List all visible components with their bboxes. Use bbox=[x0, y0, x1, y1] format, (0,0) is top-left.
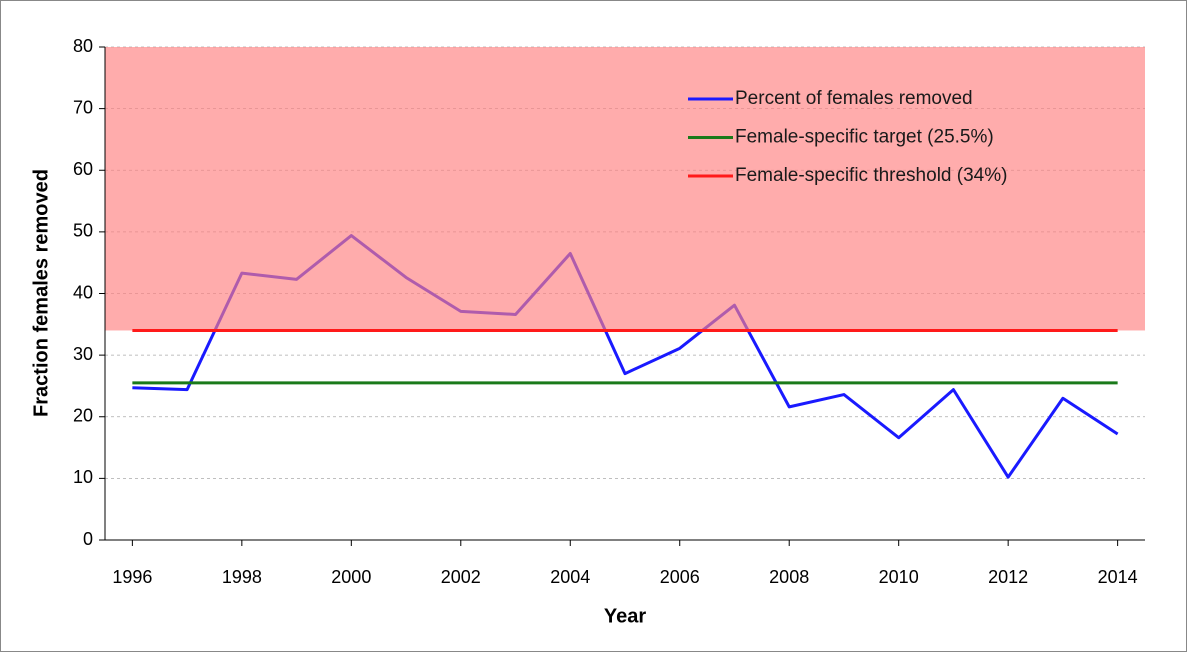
legend-label: Female-specific threshold (34%) bbox=[735, 165, 1007, 186]
y-tick-label: 10 bbox=[73, 467, 93, 487]
x-tick-label: 1996 bbox=[112, 567, 152, 587]
y-tick-label: 0 bbox=[83, 529, 93, 549]
y-axis-title: Fraction females removed bbox=[30, 169, 52, 417]
y-tick-label: 80 bbox=[73, 36, 93, 56]
threshold-zone bbox=[105, 47, 1145, 331]
x-tick-label: 2008 bbox=[769, 567, 809, 587]
legend-label: Percent of females removed bbox=[735, 88, 973, 109]
y-tick-label: 60 bbox=[73, 159, 93, 179]
y-tick-label: 40 bbox=[73, 282, 93, 302]
y-tick-label: 30 bbox=[73, 344, 93, 364]
y-tick-label: 50 bbox=[73, 221, 93, 241]
x-tick-label: 2004 bbox=[550, 567, 590, 587]
x-tick-label: 1998 bbox=[222, 567, 262, 587]
y-tick-label: 70 bbox=[73, 97, 93, 117]
x-tick-label: 2006 bbox=[660, 567, 700, 587]
x-tick-label: 2012 bbox=[988, 567, 1028, 587]
y-tick-label: 20 bbox=[73, 406, 93, 426]
legend-label: Female-specific target (25.5%) bbox=[735, 127, 994, 148]
x-axis-title: Year bbox=[604, 605, 646, 627]
x-tick-label: 2002 bbox=[441, 567, 481, 587]
x-tick-label: 2014 bbox=[1098, 567, 1138, 587]
x-tick-label: 2000 bbox=[331, 567, 371, 587]
x-tick-label: 2010 bbox=[879, 567, 919, 587]
